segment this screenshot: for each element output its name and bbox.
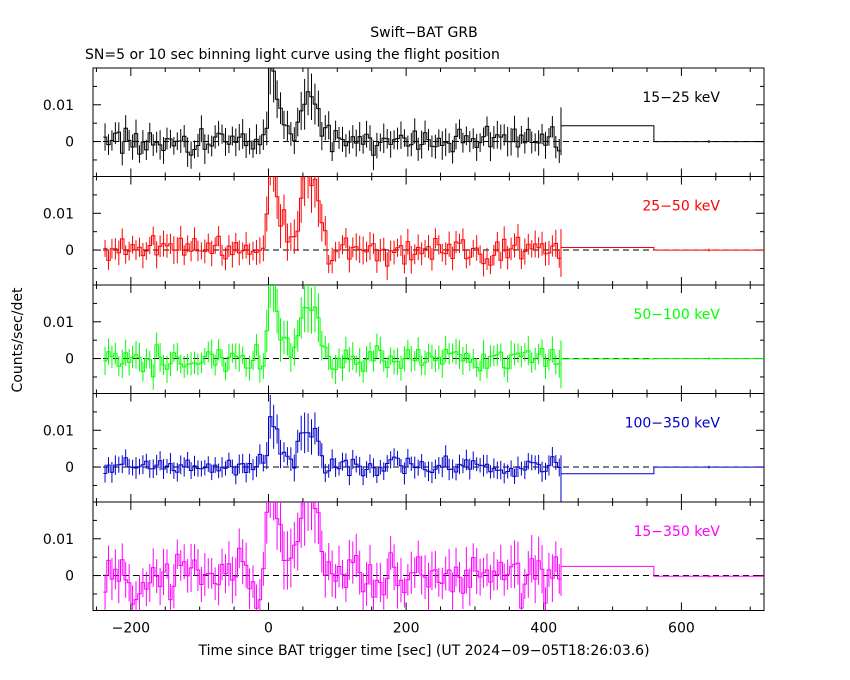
y-tick-label: 0.01	[43, 423, 74, 439]
y-tick-label: 0.01	[43, 98, 74, 114]
light-curve-line	[103, 502, 764, 609]
y-tick-label: 0.01	[43, 315, 74, 331]
panel-frame	[92, 393, 765, 503]
x-axis-label: Time since BAT trigger time [sec] (UT 20…	[197, 643, 649, 659]
x-tick-labels: −200 0 200 400 600	[112, 621, 695, 637]
y-tick-label: 0	[65, 135, 74, 151]
panel-4: 0 0.01 100−350 keV	[43, 393, 765, 503]
chart-subtitle: SN=5 or 10 sec binning light curve using…	[85, 47, 500, 63]
panel-frame	[92, 176, 765, 286]
series-label: 25−50 keV	[642, 199, 720, 215]
light-curve-line	[103, 176, 764, 267]
chart-title: Swift−BAT GRB	[370, 25, 477, 41]
series	[103, 502, 764, 611]
x-tick-label: −200	[112, 621, 150, 637]
series	[103, 394, 764, 502]
panel-3: 0 0.01 50−100 keV	[43, 284, 765, 394]
panel-2: 0 0.01 25−50 keV	[43, 176, 765, 286]
y-axis-label: Counts/sec/det	[10, 287, 26, 392]
x-tick-label: 0	[264, 621, 273, 637]
y-tick-label: 0	[65, 569, 74, 585]
panel-stack: 0 0.01 15−25 keV 0 0.01 25−50 keV 0 0.01 50−100 …	[43, 67, 765, 611]
series-label: 15−25 keV	[642, 90, 720, 106]
series-label: 50−100 keV	[633, 307, 720, 323]
panel-frame	[92, 67, 765, 177]
panel-1: 0 0.01 15−25 keV	[43, 67, 765, 177]
light-curve-line	[103, 416, 764, 477]
series	[103, 68, 764, 171]
panel-frame	[92, 284, 765, 394]
y-tick-label: 0.01	[43, 206, 74, 222]
light-curve-line	[103, 285, 764, 378]
y-tick-label: 0	[65, 460, 74, 476]
y-tick-label: 0	[65, 352, 74, 368]
panel-5: 0 0.01 15−350 keV	[43, 501, 765, 611]
x-tick-label: 600	[668, 621, 695, 637]
series-label: 100−350 keV	[625, 416, 721, 432]
series	[103, 285, 764, 390]
y-tick-label: 0.01	[43, 532, 74, 548]
series	[103, 176, 764, 280]
light-curve-line	[103, 68, 764, 156]
x-tick-label: 400	[530, 621, 557, 637]
y-tick-label: 0	[65, 243, 74, 259]
x-tick-label: 200	[393, 621, 420, 637]
series-label: 15−350 keV	[633, 524, 720, 540]
